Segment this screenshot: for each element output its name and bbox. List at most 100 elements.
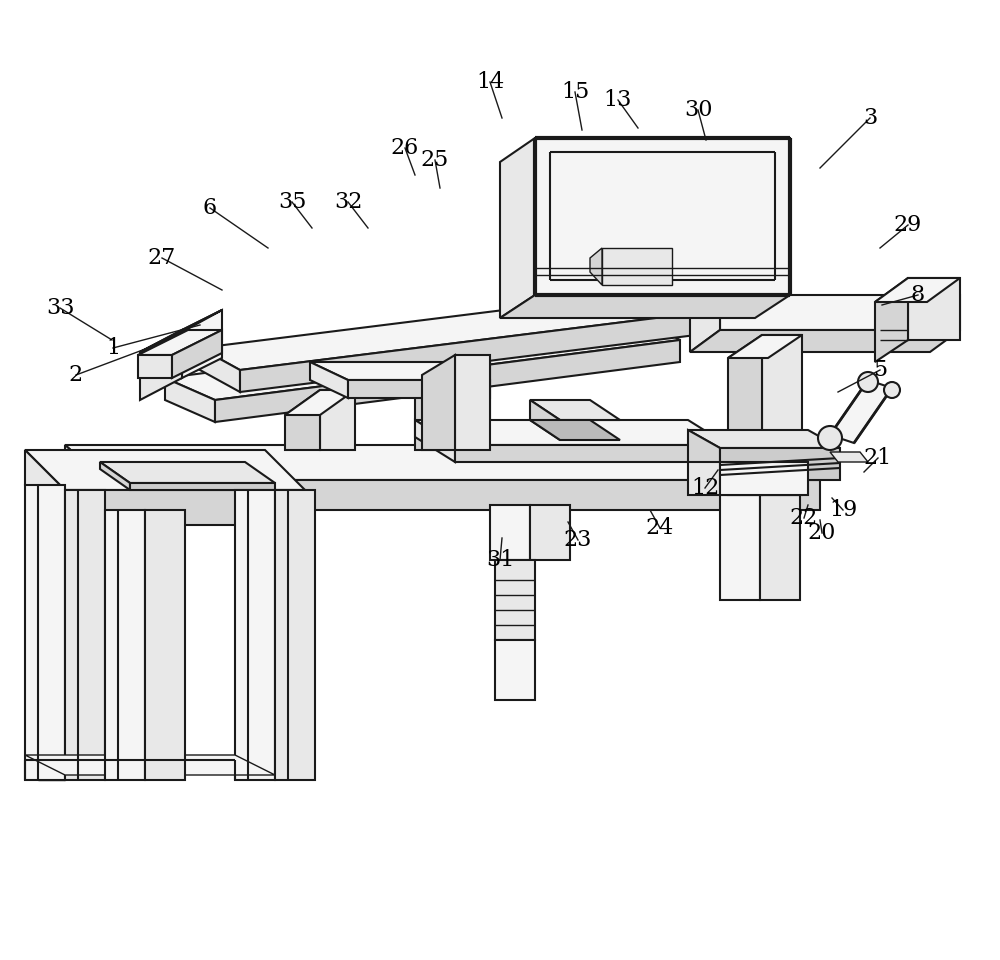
- Text: 35: 35: [278, 191, 306, 213]
- Text: 19: 19: [829, 499, 857, 521]
- Polygon shape: [105, 510, 145, 780]
- Polygon shape: [348, 380, 490, 398]
- Polygon shape: [728, 335, 762, 495]
- Text: 14: 14: [476, 71, 504, 93]
- Polygon shape: [590, 248, 602, 285]
- Polygon shape: [140, 310, 222, 352]
- Polygon shape: [138, 355, 172, 378]
- Circle shape: [884, 382, 900, 398]
- Polygon shape: [240, 310, 720, 392]
- Polygon shape: [25, 485, 65, 780]
- Polygon shape: [760, 495, 800, 600]
- Polygon shape: [415, 335, 450, 450]
- Polygon shape: [105, 480, 820, 510]
- Polygon shape: [422, 355, 455, 450]
- Polygon shape: [500, 138, 535, 318]
- Polygon shape: [688, 430, 720, 480]
- Polygon shape: [602, 248, 672, 285]
- Text: 20: 20: [808, 522, 836, 544]
- Circle shape: [858, 372, 878, 392]
- Text: 27: 27: [148, 247, 176, 269]
- Polygon shape: [500, 295, 790, 318]
- Polygon shape: [875, 278, 908, 362]
- Polygon shape: [720, 495, 760, 600]
- Polygon shape: [25, 450, 65, 525]
- Polygon shape: [285, 390, 320, 450]
- Polygon shape: [235, 490, 275, 780]
- Text: 15: 15: [561, 81, 589, 103]
- Polygon shape: [145, 510, 185, 780]
- Polygon shape: [455, 445, 728, 462]
- Text: 2: 2: [69, 364, 83, 386]
- Polygon shape: [495, 640, 535, 700]
- Text: 5: 5: [873, 359, 887, 381]
- Polygon shape: [455, 355, 490, 450]
- Text: 22: 22: [790, 507, 818, 529]
- Circle shape: [818, 426, 842, 450]
- Polygon shape: [65, 445, 105, 510]
- Polygon shape: [535, 138, 790, 295]
- Text: 26: 26: [391, 137, 419, 159]
- Polygon shape: [65, 490, 105, 780]
- Text: 25: 25: [421, 149, 449, 171]
- Polygon shape: [65, 490, 305, 525]
- Polygon shape: [728, 335, 802, 358]
- Polygon shape: [25, 755, 275, 775]
- Text: 29: 29: [894, 214, 922, 236]
- Polygon shape: [530, 420, 620, 440]
- Polygon shape: [200, 288, 720, 370]
- Text: 31: 31: [486, 549, 514, 571]
- Polygon shape: [530, 400, 620, 420]
- Polygon shape: [130, 483, 275, 490]
- Polygon shape: [720, 448, 840, 480]
- Polygon shape: [310, 362, 490, 380]
- Polygon shape: [100, 462, 130, 490]
- Polygon shape: [415, 420, 455, 462]
- Polygon shape: [138, 330, 222, 355]
- Polygon shape: [450, 335, 490, 450]
- Polygon shape: [908, 278, 960, 340]
- Polygon shape: [762, 335, 802, 495]
- Polygon shape: [320, 390, 355, 450]
- Polygon shape: [200, 348, 240, 392]
- Polygon shape: [275, 490, 315, 780]
- Polygon shape: [100, 462, 275, 483]
- Polygon shape: [690, 295, 720, 352]
- Text: 21: 21: [864, 447, 892, 469]
- Polygon shape: [720, 295, 960, 330]
- Polygon shape: [172, 330, 222, 378]
- Polygon shape: [688, 462, 720, 495]
- Polygon shape: [65, 445, 820, 480]
- Polygon shape: [165, 378, 215, 422]
- Polygon shape: [415, 335, 490, 360]
- Text: 8: 8: [911, 284, 925, 306]
- Text: 30: 30: [684, 99, 712, 121]
- Polygon shape: [688, 430, 840, 448]
- Text: 6: 6: [203, 197, 217, 219]
- Polygon shape: [495, 560, 535, 640]
- Text: 3: 3: [863, 107, 877, 129]
- Text: 1: 1: [106, 337, 120, 359]
- Polygon shape: [530, 400, 560, 440]
- Polygon shape: [875, 278, 960, 302]
- Polygon shape: [310, 362, 348, 398]
- Text: 23: 23: [564, 529, 592, 551]
- Polygon shape: [165, 318, 680, 400]
- Polygon shape: [285, 390, 355, 415]
- Polygon shape: [415, 420, 728, 445]
- Text: 24: 24: [646, 517, 674, 539]
- Polygon shape: [830, 452, 868, 462]
- Polygon shape: [182, 310, 222, 378]
- Text: 32: 32: [334, 191, 362, 213]
- Polygon shape: [140, 330, 182, 400]
- Polygon shape: [25, 450, 305, 490]
- Polygon shape: [720, 462, 808, 495]
- Polygon shape: [830, 380, 892, 443]
- Polygon shape: [530, 505, 570, 560]
- Polygon shape: [490, 505, 530, 560]
- Polygon shape: [690, 330, 960, 352]
- Text: 12: 12: [691, 477, 719, 499]
- Text: 33: 33: [46, 297, 74, 319]
- Polygon shape: [215, 340, 680, 422]
- Text: 13: 13: [604, 89, 632, 111]
